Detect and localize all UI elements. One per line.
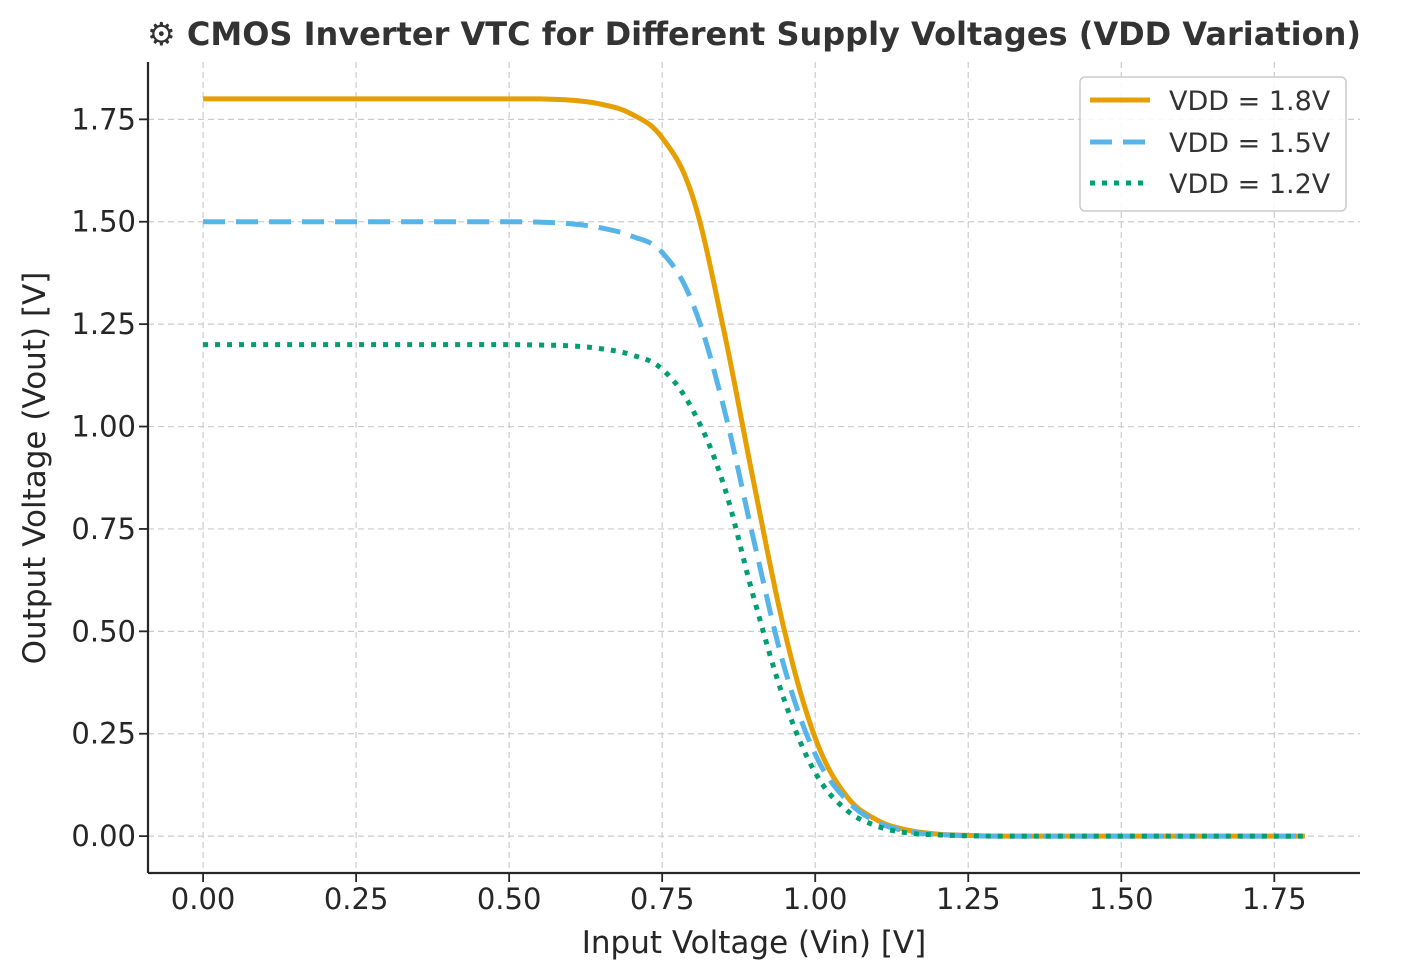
- x-axis-ticks: 0.00 0.25 0.50 0.75 1.00 1.25 1.50 1.75: [171, 873, 1307, 916]
- y-tick-label: 1.25: [71, 307, 136, 341]
- x-tick-label: 1.25: [936, 882, 1001, 916]
- y-tick-label: 0.75: [71, 512, 136, 546]
- legend-label-vdd-1-2: VDD = 1.2V: [1169, 169, 1331, 200]
- y-tick-label: 1.00: [71, 410, 136, 444]
- chart-title: ⚙ CMOS Inverter VTC for Different Supply…: [147, 15, 1361, 53]
- x-tick-label: 1.00: [783, 882, 848, 916]
- series-line-12: [203, 345, 1305, 837]
- y-tick-label: 1.50: [71, 205, 136, 239]
- x-tick-label: 0.50: [477, 882, 542, 916]
- y-tick-label: 0.25: [71, 717, 136, 751]
- x-tick-label: 0.75: [630, 882, 695, 916]
- x-tick-label: 1.50: [1089, 882, 1154, 916]
- legend-label-vdd-1-5: VDD = 1.5V: [1169, 128, 1331, 159]
- x-tick-label: 0.00: [171, 882, 236, 916]
- legend: VDD = 1.8V VDD = 1.5V VDD = 1.2V: [1080, 77, 1346, 211]
- x-tick-label: 0.25: [324, 882, 389, 916]
- y-tick-label: 1.75: [71, 102, 136, 136]
- y-axis-ticks: 0.00 0.25 0.50 0.75 1.00 1.25 1.50 1.75: [71, 102, 148, 853]
- legend-label-vdd-1-8: VDD = 1.8V: [1169, 86, 1331, 117]
- y-axis-label: Output Voltage (Vout) [V]: [17, 272, 53, 665]
- x-tick-label: 1.75: [1242, 882, 1307, 916]
- y-tick-label: 0.50: [71, 614, 136, 648]
- y-tick-label: 0.00: [71, 819, 136, 853]
- x-axis-label: Input Voltage (Vin) [V]: [582, 925, 926, 961]
